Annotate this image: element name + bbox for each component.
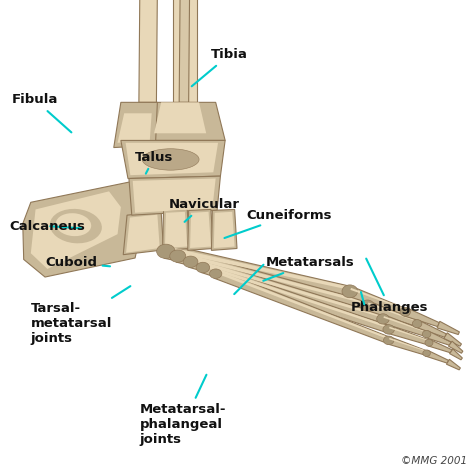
Ellipse shape [50, 209, 102, 243]
Ellipse shape [377, 314, 389, 324]
Polygon shape [389, 327, 430, 341]
Text: Navicular: Navicular [168, 198, 239, 222]
Polygon shape [448, 341, 463, 353]
Ellipse shape [183, 256, 198, 268]
Polygon shape [214, 212, 235, 248]
Polygon shape [23, 182, 143, 277]
Polygon shape [179, 0, 190, 102]
Polygon shape [165, 212, 187, 248]
Polygon shape [147, 102, 225, 140]
Polygon shape [350, 288, 406, 310]
Ellipse shape [196, 262, 210, 273]
Polygon shape [425, 331, 451, 345]
Polygon shape [123, 212, 164, 255]
Polygon shape [126, 143, 218, 175]
Polygon shape [447, 359, 460, 370]
Polygon shape [190, 212, 211, 248]
Polygon shape [382, 315, 428, 337]
Polygon shape [163, 209, 190, 250]
Polygon shape [126, 215, 160, 253]
Polygon shape [191, 258, 384, 318]
Polygon shape [164, 244, 351, 296]
Polygon shape [121, 140, 225, 178]
Polygon shape [216, 270, 390, 339]
Polygon shape [203, 264, 390, 328]
Polygon shape [214, 269, 390, 344]
Polygon shape [176, 250, 368, 310]
Ellipse shape [423, 350, 430, 357]
Polygon shape [154, 102, 206, 133]
Text: Cuboid: Cuboid [45, 256, 110, 269]
Ellipse shape [383, 325, 394, 334]
Polygon shape [211, 209, 237, 250]
Text: Metatarsal-
phalangeal
joints: Metatarsal- phalangeal joints [140, 375, 226, 446]
Polygon shape [189, 256, 384, 323]
Polygon shape [387, 337, 428, 356]
Text: Tibia: Tibia [191, 48, 248, 86]
Polygon shape [201, 263, 390, 333]
Text: Talus: Talus [135, 150, 173, 174]
Polygon shape [129, 176, 220, 215]
Ellipse shape [361, 300, 374, 311]
Polygon shape [366, 301, 418, 327]
Ellipse shape [156, 244, 175, 258]
Text: Fibula: Fibula [12, 93, 72, 132]
Ellipse shape [142, 149, 199, 170]
Polygon shape [404, 308, 439, 327]
Text: Tarsal-
metatarsal
joints: Tarsal- metatarsal joints [31, 286, 130, 345]
Text: ©MMG 2001: ©MMG 2001 [401, 456, 467, 466]
Polygon shape [416, 320, 447, 337]
Ellipse shape [425, 339, 433, 346]
Ellipse shape [412, 320, 422, 327]
Polygon shape [118, 113, 152, 143]
Text: Phalanges: Phalanges [351, 258, 428, 314]
Text: Cuneiforms: Cuneiforms [225, 208, 332, 238]
Polygon shape [387, 326, 430, 345]
Polygon shape [348, 287, 406, 315]
Polygon shape [166, 247, 351, 290]
Ellipse shape [422, 330, 431, 338]
Polygon shape [178, 252, 368, 305]
Polygon shape [133, 178, 216, 213]
Polygon shape [437, 321, 459, 335]
Ellipse shape [383, 336, 394, 345]
Ellipse shape [342, 285, 358, 298]
Ellipse shape [210, 269, 222, 278]
Polygon shape [428, 339, 452, 353]
Text: Metatarsals: Metatarsals [263, 256, 354, 281]
Ellipse shape [56, 213, 91, 236]
Polygon shape [426, 350, 448, 363]
Text: Calcaneus: Calcaneus [9, 219, 85, 233]
Polygon shape [173, 0, 197, 102]
Polygon shape [383, 316, 428, 333]
Polygon shape [389, 338, 428, 352]
Polygon shape [139, 0, 157, 102]
Polygon shape [31, 191, 121, 269]
Polygon shape [449, 349, 462, 360]
Ellipse shape [400, 307, 410, 316]
Polygon shape [368, 302, 418, 322]
Polygon shape [114, 102, 157, 148]
Ellipse shape [170, 250, 186, 262]
Polygon shape [444, 333, 461, 346]
Polygon shape [188, 209, 213, 250]
